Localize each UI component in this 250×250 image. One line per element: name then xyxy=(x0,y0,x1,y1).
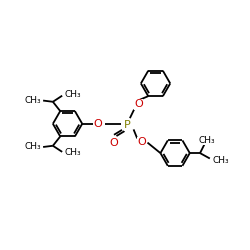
Text: CH₃: CH₃ xyxy=(64,90,81,100)
Text: P: P xyxy=(124,120,131,130)
Text: CH₃: CH₃ xyxy=(212,156,229,166)
Text: O: O xyxy=(94,119,102,129)
Text: O: O xyxy=(138,137,146,147)
Text: O: O xyxy=(134,99,143,109)
Text: CH₃: CH₃ xyxy=(198,136,215,145)
Text: O: O xyxy=(110,138,118,148)
Text: CH₃: CH₃ xyxy=(24,142,41,152)
Text: CH₃: CH₃ xyxy=(24,96,41,105)
Text: CH₃: CH₃ xyxy=(64,148,81,157)
